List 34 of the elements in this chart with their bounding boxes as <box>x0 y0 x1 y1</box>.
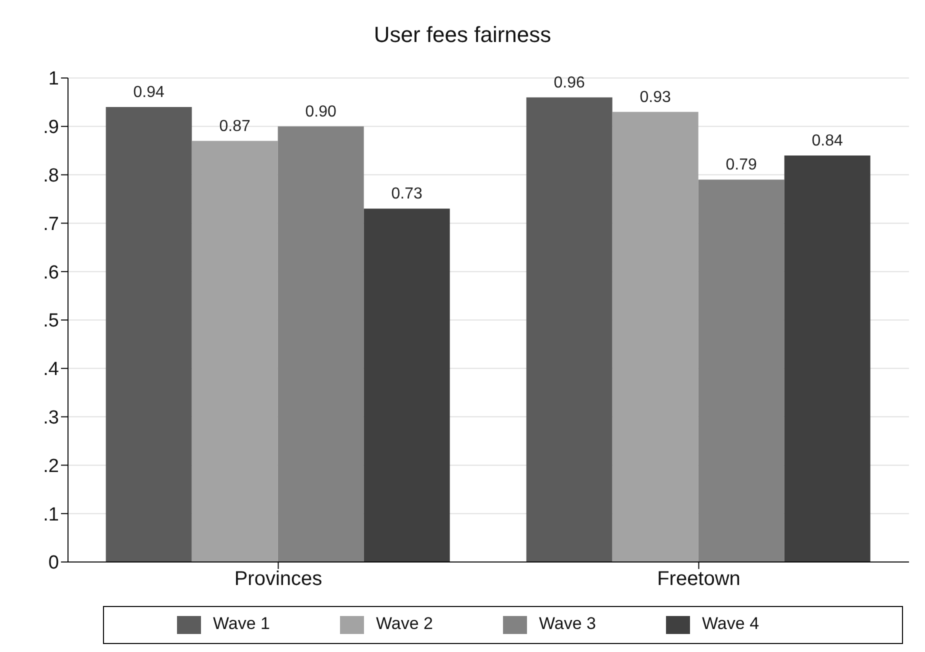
bar <box>784 155 870 562</box>
bar <box>698 180 784 562</box>
y-tick-label: .5 <box>43 310 59 332</box>
legend-label: Wave 4 <box>702 614 760 634</box>
y-tick-label: .6 <box>43 262 59 284</box>
bar <box>526 97 612 562</box>
data-label: 0.93 <box>640 88 672 106</box>
y-tick-label: 0 <box>48 552 59 574</box>
y-tick-label: .3 <box>43 408 59 429</box>
legend-label: Wave 2 <box>376 614 433 634</box>
y-tick-label: .1 <box>43 504 59 526</box>
chart-title: User fees fairness <box>372 21 552 49</box>
legend-label: Wave 1 <box>212 614 270 634</box>
bar <box>612 112 698 562</box>
bar <box>278 126 364 562</box>
x-tick-label: Freetown <box>657 568 740 590</box>
bar <box>192 140 278 562</box>
data-label: 0.90 <box>305 103 337 120</box>
bar <box>364 208 450 562</box>
y-tick-label: .4 <box>43 359 60 380</box>
y-tick-label: .9 <box>43 117 59 138</box>
y-tick-label: .8 <box>43 166 59 187</box>
data-label: 0.87 <box>219 118 251 135</box>
data-label: 0.84 <box>812 132 844 150</box>
data-label: 0.96 <box>554 74 586 92</box>
legend-label: Wave 3 <box>539 614 596 634</box>
y-tick-label: .7 <box>43 214 59 235</box>
y-tick-label: 1 <box>48 68 59 90</box>
x-tick-label: Provinces <box>234 568 322 590</box>
data-label: 0.73 <box>391 186 423 203</box>
y-tick-label: .2 <box>43 456 59 477</box>
bar <box>106 107 192 562</box>
data-label: 0.79 <box>726 156 758 174</box>
data-label: 0.94 <box>133 84 165 102</box>
